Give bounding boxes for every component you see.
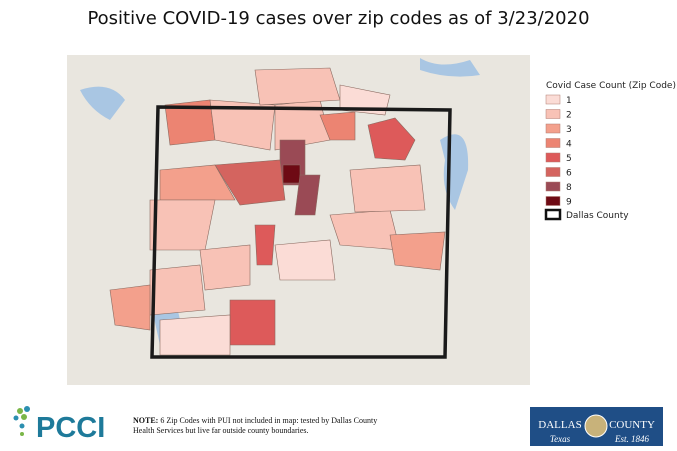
logo-text: PCCI	[36, 412, 105, 444]
legend-label: 2	[566, 111, 572, 121]
legend-swatch	[545, 181, 561, 192]
legend-label: 4	[566, 140, 572, 150]
county-logo: DALLAS COUNTY Texas Est. 1846	[530, 407, 663, 446]
legend-swatch	[545, 196, 561, 206]
legend-label: 1	[566, 96, 572, 106]
legend-label: 9	[566, 198, 572, 208]
note-label: NOTE:	[133, 416, 159, 425]
legend-swatch	[545, 152, 561, 163]
legend-title: Covid Case Count (Zip Code)	[546, 81, 676, 91]
dallas-county-boundary	[150, 105, 452, 359]
legend-swatch	[545, 109, 561, 119]
legend-swatch	[545, 138, 561, 148]
legend-label: 3	[566, 125, 572, 135]
county-logo-text: Est. 1846	[614, 434, 650, 444]
pcci-logo: PCCI	[13, 406, 105, 444]
legend-swatch	[545, 123, 561, 134]
zip-areas	[109, 67, 446, 356]
legend-label: 8	[566, 183, 572, 193]
legend-label: 5	[566, 154, 572, 164]
legend-swatch	[545, 94, 561, 105]
note-text: 6 Zip Codes with PUI not included in map…	[133, 416, 378, 435]
legend-swatch	[545, 167, 561, 177]
footnote: NOTE: 6 Zip Codes with PUI not included …	[133, 416, 398, 436]
map-title: Positive COVID-19 cases over zip codes a…	[87, 8, 590, 29]
legend-swatch	[544, 208, 562, 221]
legend-label: 6	[566, 169, 572, 179]
county-logo-text: DALLAS	[538, 419, 581, 431]
county-logo-text: Texas	[550, 434, 571, 444]
legend: 1 2 3 4 5 6 8 9	[545, 94, 572, 208]
county-logo-text: COUNTY	[609, 419, 655, 431]
legend-label: Dallas County	[566, 211, 629, 221]
